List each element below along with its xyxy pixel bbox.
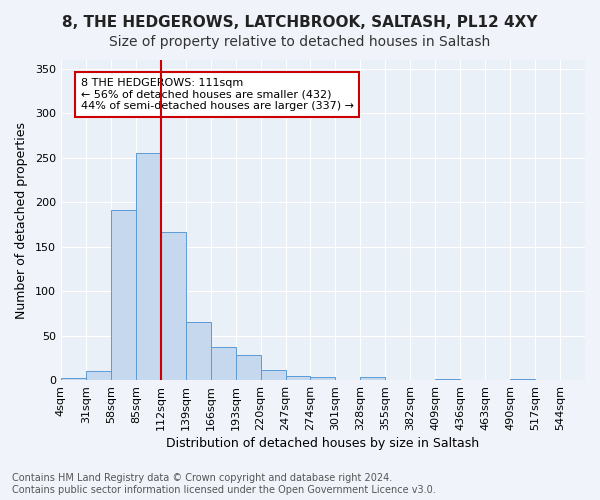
Text: 8, THE HEDGEROWS, LATCHBROOK, SALTASH, PL12 4XY: 8, THE HEDGEROWS, LATCHBROOK, SALTASH, P… xyxy=(62,15,538,30)
Bar xyxy=(361,378,385,380)
X-axis label: Distribution of detached houses by size in Saltash: Distribution of detached houses by size … xyxy=(166,437,479,450)
Bar xyxy=(236,355,260,380)
Bar xyxy=(61,378,86,380)
Bar xyxy=(186,322,211,380)
Bar xyxy=(435,379,460,380)
Bar xyxy=(510,379,535,380)
Y-axis label: Number of detached properties: Number of detached properties xyxy=(15,122,28,318)
Bar xyxy=(161,232,186,380)
Bar xyxy=(136,154,161,380)
Bar xyxy=(111,210,136,380)
Bar xyxy=(310,376,335,380)
Text: Contains HM Land Registry data © Crown copyright and database right 2024.
Contai: Contains HM Land Registry data © Crown c… xyxy=(12,474,436,495)
Bar xyxy=(86,371,111,380)
Bar xyxy=(260,370,286,380)
Bar xyxy=(211,347,236,380)
Text: Size of property relative to detached houses in Saltash: Size of property relative to detached ho… xyxy=(109,35,491,49)
Bar xyxy=(286,376,310,380)
Text: 8 THE HEDGEROWS: 111sqm
← 56% of detached houses are smaller (432)
44% of semi-d: 8 THE HEDGEROWS: 111sqm ← 56% of detache… xyxy=(81,78,354,111)
